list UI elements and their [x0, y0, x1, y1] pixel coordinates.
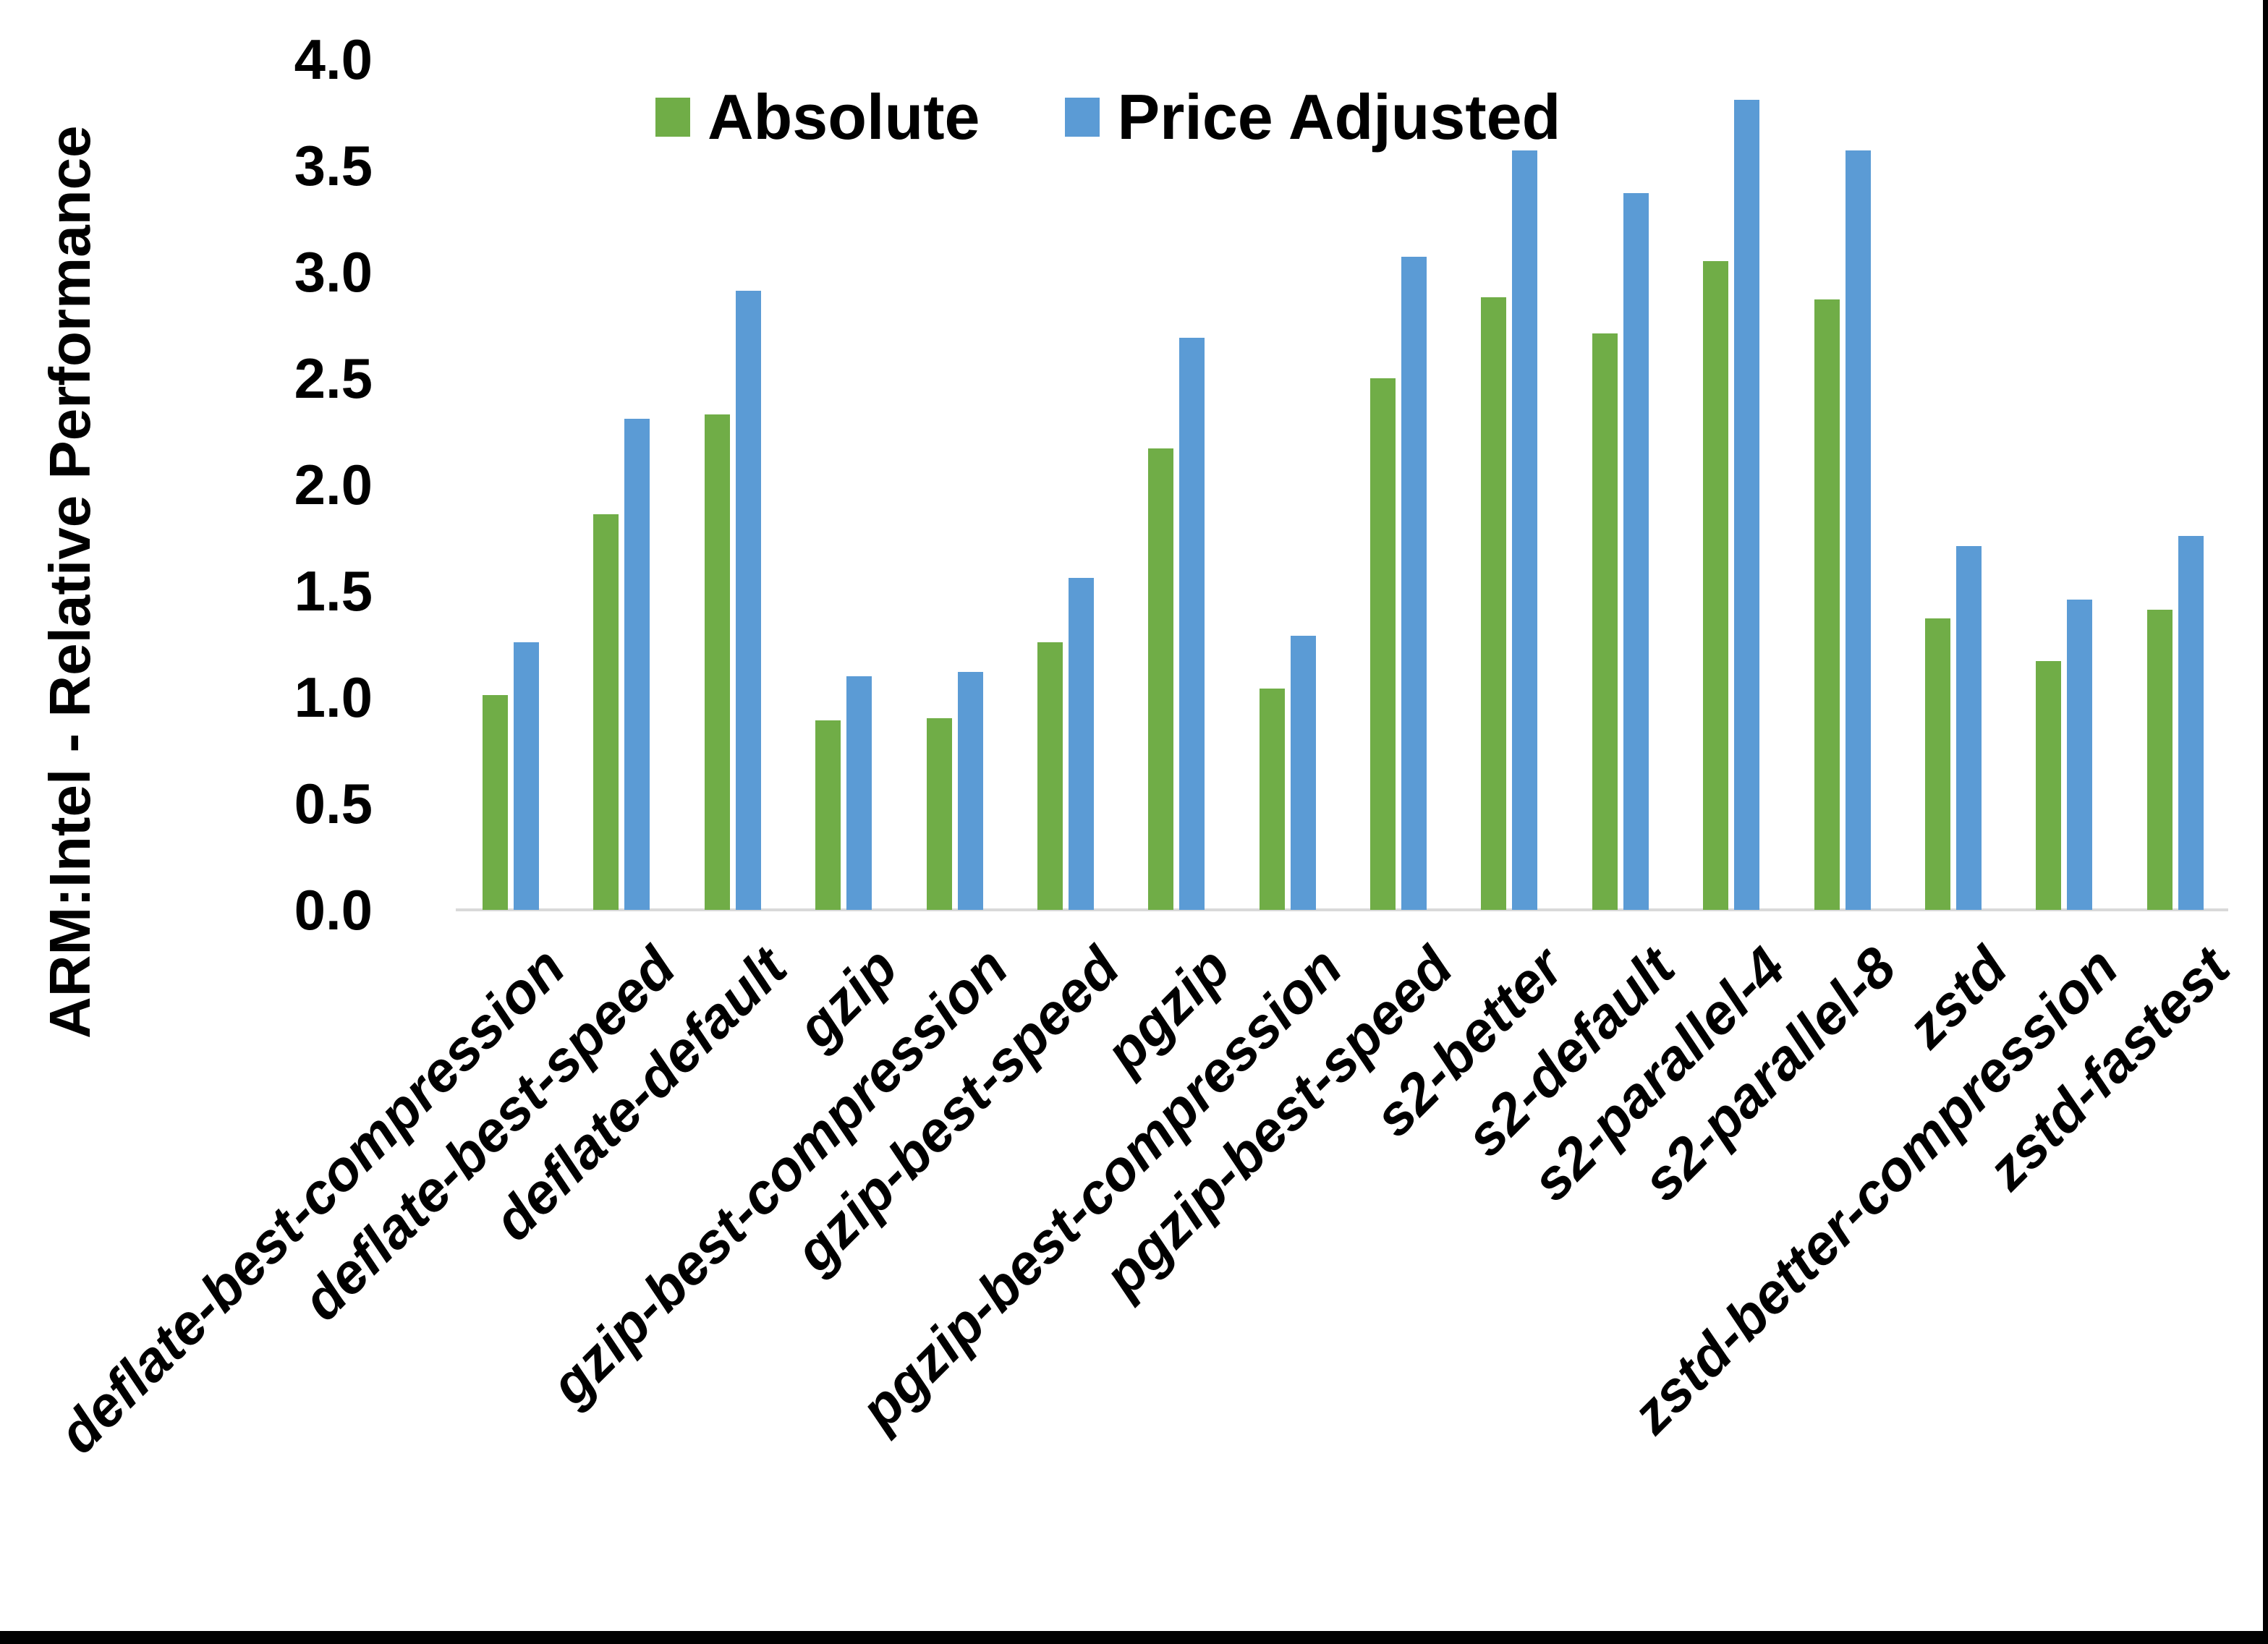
bar-absolute-deflate-default — [705, 414, 730, 910]
y-tick-0.5: 0.5 — [294, 772, 373, 835]
legend-item-price-adjusted: Price Adjusted — [1065, 84, 1560, 150]
bar-price-adjusted-zstd-fastest — [2178, 536, 2204, 910]
window-border-right — [2263, 0, 2268, 1644]
bar-price-adjusted-s2-better — [1512, 150, 1537, 910]
bar-price-adjusted-deflate-default — [736, 291, 761, 910]
bar-price-adjusted-gzip-best-speed — [1069, 578, 1094, 910]
y-tick-0.0: 0.0 — [294, 878, 373, 942]
bar-price-adjusted-gzip-best-compression — [958, 672, 983, 910]
y-tick-2.0: 2.0 — [294, 453, 373, 516]
x-axis-line — [456, 908, 2228, 911]
y-tick-3.0: 3.0 — [294, 240, 373, 304]
bar-price-adjusted-gzip — [846, 676, 872, 910]
y-tick-2.5: 2.5 — [294, 346, 373, 410]
bar-absolute-deflate-best-speed — [593, 514, 619, 910]
bar-price-adjusted-s2-parallel-4 — [1734, 100, 1759, 910]
legend-item-absolute: Absolute — [655, 84, 980, 150]
legend-swatch-absolute — [655, 98, 690, 137]
bar-absolute-gzip — [815, 720, 841, 910]
bar-absolute-gzip-best-compression — [927, 718, 952, 910]
bar-price-adjusted-pgzip — [1179, 338, 1205, 910]
window-border-bottom — [0, 1631, 2268, 1644]
legend-swatch-price-adjusted — [1065, 98, 1100, 137]
bar-price-adjusted-deflate-best-compression — [514, 642, 539, 910]
bar-absolute-zstd — [1925, 618, 1950, 910]
bar-price-adjusted-s2-parallel-8 — [1846, 150, 1871, 910]
bar-absolute-zstd-fastest — [2147, 610, 2173, 910]
bar-absolute-gzip-best-speed — [1037, 642, 1063, 910]
bar-absolute-pgzip-best-speed — [1370, 378, 1396, 910]
bar-absolute-deflate-best-compression — [483, 695, 508, 910]
bar-price-adjusted-s2-default — [1623, 193, 1649, 910]
bar-price-adjusted-pgzip-best-speed — [1401, 257, 1427, 910]
y-tick-1.5: 1.5 — [294, 559, 373, 623]
legend-label-absolute: Absolute — [708, 81, 980, 153]
bar-price-adjusted-zstd-better-compression — [2067, 600, 2092, 910]
bar-absolute-pgzip — [1148, 448, 1173, 910]
y-tick-3.5: 3.5 — [294, 134, 373, 197]
legend-label-price-adjusted: Price Adjusted — [1117, 81, 1561, 153]
y-tick-1.0: 1.0 — [294, 665, 373, 729]
bar-price-adjusted-zstd — [1956, 546, 1982, 910]
bar-absolute-s2-better — [1481, 297, 1506, 910]
y-tick-4.0: 4.0 — [294, 27, 373, 91]
legend: Absolute Price Adjusted — [655, 84, 1560, 150]
bar-absolute-s2-parallel-4 — [1703, 261, 1728, 910]
bar-absolute-zstd-better-compression — [2036, 661, 2061, 910]
bar-price-adjusted-pgzip-best-compression — [1291, 636, 1316, 910]
bar-price-adjusted-deflate-best-speed — [624, 419, 650, 910]
bar-absolute-s2-parallel-8 — [1814, 299, 1840, 910]
bar-absolute-pgzip-best-compression — [1260, 689, 1285, 910]
bar-absolute-s2-default — [1592, 333, 1618, 910]
